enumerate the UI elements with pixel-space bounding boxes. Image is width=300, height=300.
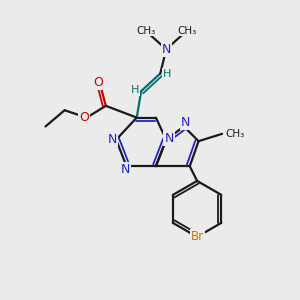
Text: N: N — [161, 43, 171, 56]
Text: H: H — [130, 85, 139, 94]
Text: Br: Br — [190, 230, 204, 243]
Text: CH₃: CH₃ — [226, 129, 245, 139]
Text: CH₃: CH₃ — [177, 26, 196, 36]
Text: O: O — [80, 111, 89, 124]
Text: N: N — [164, 132, 174, 145]
Text: N: N — [108, 133, 117, 146]
Text: CH₃: CH₃ — [136, 26, 155, 36]
Text: O: O — [94, 76, 103, 89]
Text: N: N — [120, 163, 130, 176]
Text: N: N — [181, 116, 190, 129]
Text: H: H — [163, 69, 171, 79]
